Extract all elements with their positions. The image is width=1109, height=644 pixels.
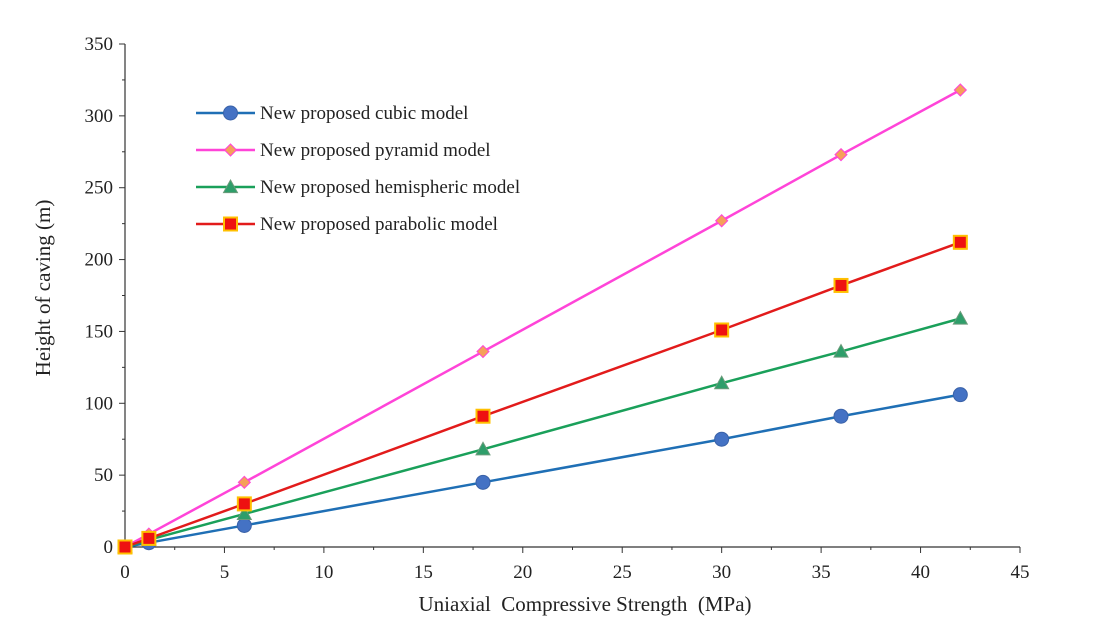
legend-item: New proposed hemispheric model <box>196 177 520 198</box>
y-tick-label: 350 <box>85 34 114 55</box>
series-diamond <box>118 83 968 554</box>
series-triangle <box>117 310 969 554</box>
data-point <box>714 431 730 447</box>
data-point <box>475 474 491 490</box>
data-point <box>833 408 849 424</box>
y-tick-label: 200 <box>85 250 114 271</box>
data-point <box>714 322 730 338</box>
y-tick-label: 100 <box>85 393 114 414</box>
data-point <box>833 343 849 358</box>
data-point <box>952 310 969 325</box>
series-circle <box>117 387 968 555</box>
data-point <box>713 375 730 390</box>
x-tick-label: 25 <box>613 562 632 583</box>
legend-item: New proposed parabolic model <box>196 214 498 235</box>
y-tick-label: 300 <box>85 106 114 127</box>
legend-label: New proposed hemispheric model <box>260 177 520 198</box>
y-tick-label: 50 <box>94 465 113 486</box>
legend-marker <box>223 143 238 157</box>
data-point <box>236 517 252 533</box>
legend: New proposed cubic model New proposed pyr… <box>196 103 520 235</box>
legend-marker <box>223 216 238 232</box>
x-tick-label: 0 <box>120 562 130 583</box>
data-point <box>953 83 968 97</box>
data-point <box>475 408 491 424</box>
x-tick-label: 30 <box>712 562 731 583</box>
x-tick-label: 15 <box>414 562 433 583</box>
x-tick-label: 10 <box>314 562 333 583</box>
data-point <box>141 530 157 546</box>
data-point <box>236 505 253 521</box>
y-tick-label: 250 <box>85 178 114 199</box>
legend-item: New proposed pyramid model <box>196 140 491 161</box>
series-layer <box>117 83 969 555</box>
series-line <box>124 88 961 549</box>
y-tick-label: 0 <box>104 537 114 558</box>
x-tick-label: 40 <box>911 562 930 583</box>
legend-item: New proposed cubic model <box>196 103 468 124</box>
x-tick-label: 5 <box>220 562 230 583</box>
data-point <box>117 539 133 555</box>
data-point <box>236 496 252 512</box>
series-square <box>117 234 968 555</box>
x-tick-label: 45 <box>1011 562 1030 583</box>
data-point <box>952 387 968 403</box>
data-point <box>833 277 849 293</box>
x-axis-title: Uniaxial Compressive Strength (MPa) <box>418 592 751 616</box>
y-axis-title: Height of caving (m) <box>31 200 55 377</box>
data-point <box>834 147 848 162</box>
x-tick-label: 20 <box>513 562 532 583</box>
data-point <box>476 344 490 359</box>
data-point <box>714 214 729 228</box>
legend-marker <box>222 178 239 194</box>
data-point <box>952 234 968 250</box>
legend-label: New proposed cubic model <box>260 103 468 124</box>
x-tick-label: 35 <box>812 562 831 583</box>
legend-label: New proposed pyramid model <box>260 140 491 161</box>
y-tick-label: 150 <box>85 321 114 342</box>
series-line <box>124 317 961 549</box>
data-point <box>475 441 491 456</box>
axes: 0 50 100 150 200 250 300 350 0 5 10 15 20 25 30 35 40 45 <box>85 34 1030 583</box>
data-point <box>237 475 252 490</box>
legend-label: New proposed parabolic model <box>260 214 498 235</box>
legend-marker <box>223 105 238 121</box>
